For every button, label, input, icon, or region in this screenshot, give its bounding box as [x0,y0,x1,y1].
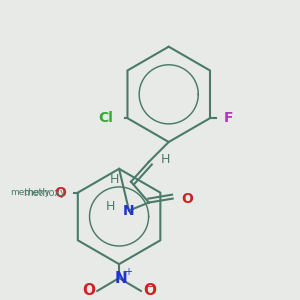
Text: H: H [110,173,119,186]
Text: O: O [182,192,194,206]
Text: Cl: Cl [99,111,113,125]
Text: O: O [54,186,66,200]
Text: +: + [124,267,132,277]
Text: H: H [161,153,170,167]
Text: H: H [106,200,115,213]
Text: F: F [224,111,233,125]
Text: N: N [115,271,128,286]
Text: O: O [143,284,156,298]
Text: methoxy: methoxy [10,188,50,197]
Text: O: O [82,284,95,298]
Text: methoxy: methoxy [23,188,65,198]
Text: −: − [146,282,155,292]
Text: N: N [123,203,135,218]
